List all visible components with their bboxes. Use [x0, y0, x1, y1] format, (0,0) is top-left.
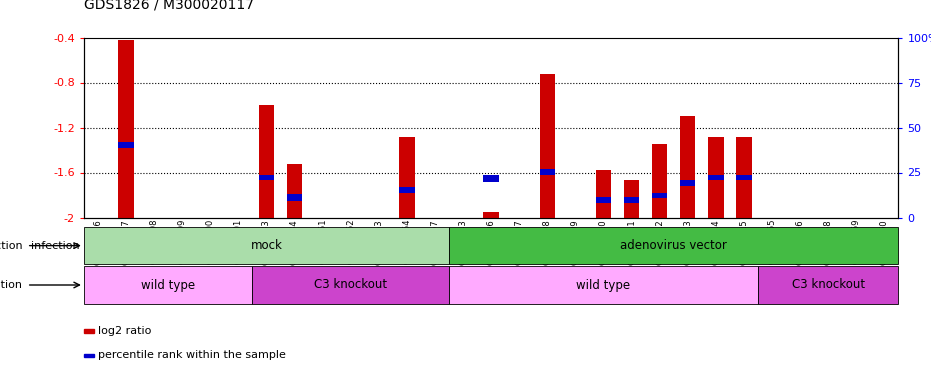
Bar: [736, 175, 751, 180]
Text: wild type: wild type: [576, 279, 630, 291]
Bar: [449, 227, 898, 264]
Bar: [449, 266, 758, 304]
Bar: [708, 136, 723, 218]
Bar: [680, 116, 695, 218]
Bar: [540, 169, 555, 175]
Bar: [399, 187, 414, 193]
Bar: [84, 354, 93, 357]
Bar: [680, 180, 695, 186]
Text: wild type: wild type: [141, 279, 196, 291]
Bar: [287, 164, 303, 218]
Bar: [84, 227, 449, 264]
Bar: [596, 197, 611, 203]
Bar: [252, 266, 449, 304]
Bar: [624, 180, 640, 218]
Text: infection: infection: [31, 241, 80, 250]
Bar: [84, 266, 252, 304]
Text: mock: mock: [250, 239, 282, 252]
Bar: [287, 194, 303, 201]
Bar: [652, 144, 668, 218]
Bar: [624, 197, 640, 203]
Bar: [483, 175, 499, 181]
Text: C3 knockout: C3 knockout: [791, 279, 865, 291]
Text: GDS1826 / M300020117: GDS1826 / M300020117: [84, 0, 254, 11]
Bar: [652, 193, 668, 198]
Text: infection: infection: [0, 241, 22, 250]
Bar: [736, 136, 751, 218]
Bar: [540, 74, 555, 217]
Bar: [758, 266, 898, 304]
Bar: [483, 212, 499, 217]
Text: percentile rank within the sample: percentile rank within the sample: [99, 351, 287, 360]
Bar: [708, 175, 723, 180]
Text: C3 knockout: C3 knockout: [314, 279, 387, 291]
Text: adenovirus vector: adenovirus vector: [620, 239, 727, 252]
Bar: [399, 136, 414, 218]
Bar: [259, 105, 274, 218]
Text: log2 ratio: log2 ratio: [99, 326, 152, 336]
Text: genotype/variation: genotype/variation: [0, 280, 22, 290]
Bar: [596, 170, 611, 217]
Bar: [118, 142, 134, 148]
Bar: [118, 40, 134, 218]
Bar: [259, 175, 274, 180]
Bar: [84, 329, 93, 333]
